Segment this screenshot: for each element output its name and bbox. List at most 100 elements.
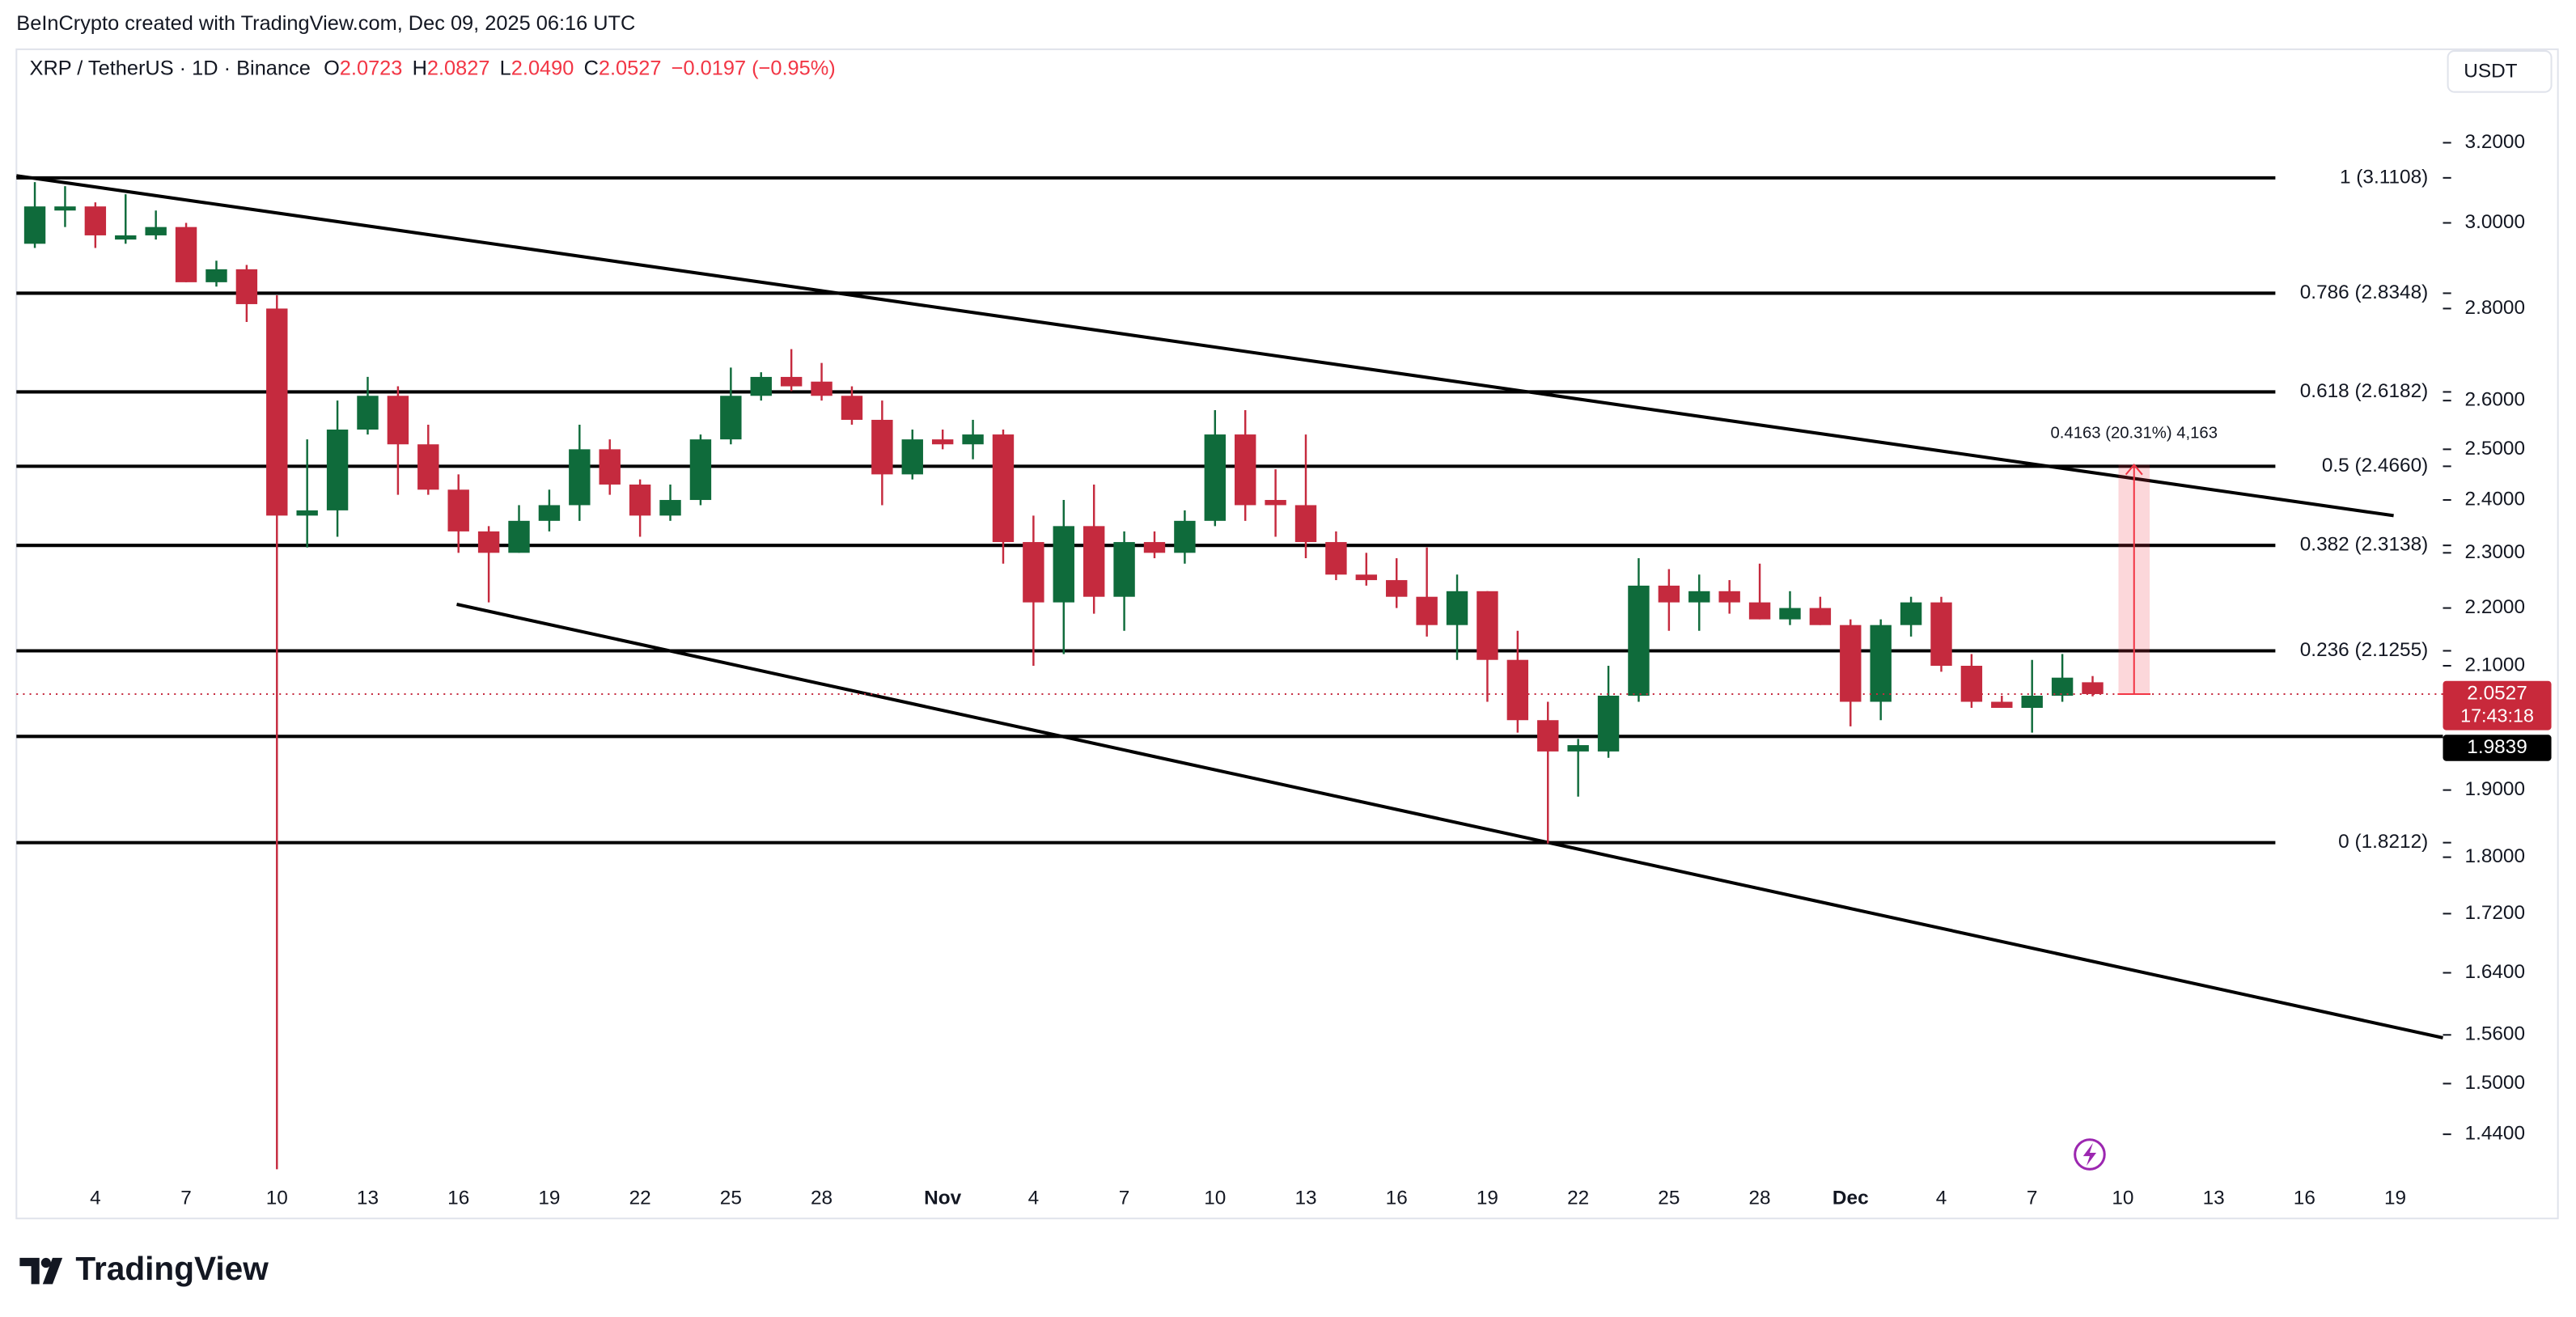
candle-body — [1265, 500, 1286, 506]
fib-label: 0.236 (2.1255) — [2300, 639, 2428, 661]
logo-mark[interactable] — [19, 1257, 63, 1285]
ohlc-key: L — [500, 57, 511, 79]
candle-body — [1718, 591, 1740, 603]
candle-body — [2051, 677, 2074, 696]
candle-body — [145, 227, 167, 235]
y-tick-label: 1.7200 — [2465, 902, 2526, 924]
fib-label: 0.618 (2.6182) — [2300, 380, 2428, 402]
candle-body — [1325, 542, 1347, 575]
fib-label: 0.5 (2.4660) — [2322, 455, 2428, 476]
y-tick-label: 1.6400 — [2465, 961, 2526, 983]
x-tick-label: 13 — [357, 1187, 379, 1209]
candle-body — [992, 434, 1015, 543]
candle-body — [508, 520, 530, 553]
y-tick-label: 1.8000 — [2465, 845, 2526, 867]
candle-body — [750, 376, 772, 396]
candle-body — [1567, 745, 1589, 752]
legend-header: XRP / TetherUS · 1D · Binance O2.0723 H 2.0… — [30, 57, 836, 79]
candle-body — [962, 434, 984, 445]
candle-body — [931, 439, 954, 445]
candle-body — [1023, 542, 1044, 603]
candle-body — [1143, 542, 1166, 553]
ohlc-key: O — [324, 57, 340, 79]
y-tick-label: 2.8000 — [2465, 297, 2526, 319]
candle-body — [1235, 434, 1256, 506]
y-tick-label: 2.6000 — [2465, 389, 2526, 411]
x-tick-label: 10 — [2112, 1187, 2133, 1209]
x-tick-label: 22 — [629, 1187, 651, 1209]
x-tick-label: 28 — [811, 1187, 833, 1209]
candle-body — [629, 484, 651, 516]
fib-label: 1 (3.1108) — [2340, 166, 2428, 188]
x-tick-label: 10 — [266, 1187, 288, 1209]
candle-body — [1477, 591, 1498, 660]
candle-body — [326, 430, 349, 510]
candle-body — [1628, 585, 1650, 696]
candle-body — [84, 206, 107, 235]
ohlc-value: 2.0490 — [511, 57, 574, 79]
candle-body — [538, 505, 561, 521]
candle-body — [1688, 591, 1710, 603]
x-tick-label: Dec — [1832, 1187, 1869, 1209]
x-tick-label: 7 — [1119, 1187, 1130, 1209]
alert-bolt[interactable] — [2082, 1142, 2097, 1167]
symbol: XRP / TetherUS · 1D · Binance — [30, 57, 311, 79]
y-tick-label: 2.3000 — [2465, 541, 2526, 563]
candle-body — [1355, 574, 1378, 581]
x-tick-label: 16 — [2294, 1187, 2315, 1209]
logo[interactable]: TradingView — [19, 1250, 269, 1287]
x-tick-label: 19 — [1477, 1187, 1498, 1209]
y-tick-label: 1.5600 — [2465, 1023, 2526, 1045]
price-box — [2443, 680, 2552, 730]
x-tick-label: 16 — [1386, 1187, 1408, 1209]
candle-body — [357, 396, 379, 430]
candle-body — [477, 531, 500, 553]
x-tick-label: 7 — [2027, 1187, 2038, 1209]
price-box-label: 2.0527 — [2467, 682, 2527, 704]
candle-body — [841, 396, 863, 420]
candle-body — [569, 449, 591, 506]
candle-body — [1446, 591, 1468, 625]
alert-icon[interactable] — [2074, 1138, 2106, 1171]
candle-body — [599, 449, 621, 485]
currency-button[interactable] — [2447, 49, 2553, 93]
candle-body — [1930, 602, 1952, 666]
candle-body — [811, 381, 833, 396]
ohlc-key: H — [413, 57, 427, 79]
candle-body — [2021, 695, 2043, 709]
trend-line — [16, 174, 2394, 518]
logo-text[interactable]: TradingView — [75, 1250, 269, 1287]
y-tick-label: 1.5000 — [2465, 1072, 2526, 1094]
level-box — [2443, 735, 2552, 761]
trend-lines — [16, 174, 2443, 1040]
y-tick-label: 2.1000 — [2465, 654, 2526, 675]
candle-body — [1779, 608, 1801, 620]
alert-circle[interactable] — [2074, 1138, 2106, 1171]
candle-body — [2082, 682, 2104, 694]
trend-line — [456, 603, 2443, 1040]
candle-body — [901, 439, 923, 475]
chart-frame — [15, 48, 2559, 1220]
candle-body — [1113, 542, 1135, 597]
currency-label[interactable]: USDT — [2464, 61, 2517, 83]
candle-body — [175, 227, 197, 282]
x-tick-label: 7 — [180, 1187, 192, 1209]
logo-dot[interactable] — [40, 1257, 51, 1268]
candle-body — [1900, 602, 1922, 625]
ohlc-value: 2.0527 — [599, 57, 662, 79]
candle-body — [720, 396, 742, 440]
candle-body — [1416, 596, 1438, 625]
candle-body — [417, 444, 439, 490]
fib-label: 0.786 (2.8348) — [2300, 282, 2428, 303]
candle-body — [115, 235, 137, 240]
ohlc-key: C — [584, 57, 599, 79]
y-tick-label: 2.4000 — [2465, 488, 2526, 510]
candle-body — [1809, 608, 1832, 625]
candle-body — [1870, 625, 1892, 702]
ohlc-value: 2.0723 — [340, 57, 403, 79]
candle-body — [1840, 625, 1862, 702]
candle-body — [235, 269, 258, 304]
x-tick-label: 25 — [1658, 1187, 1680, 1209]
